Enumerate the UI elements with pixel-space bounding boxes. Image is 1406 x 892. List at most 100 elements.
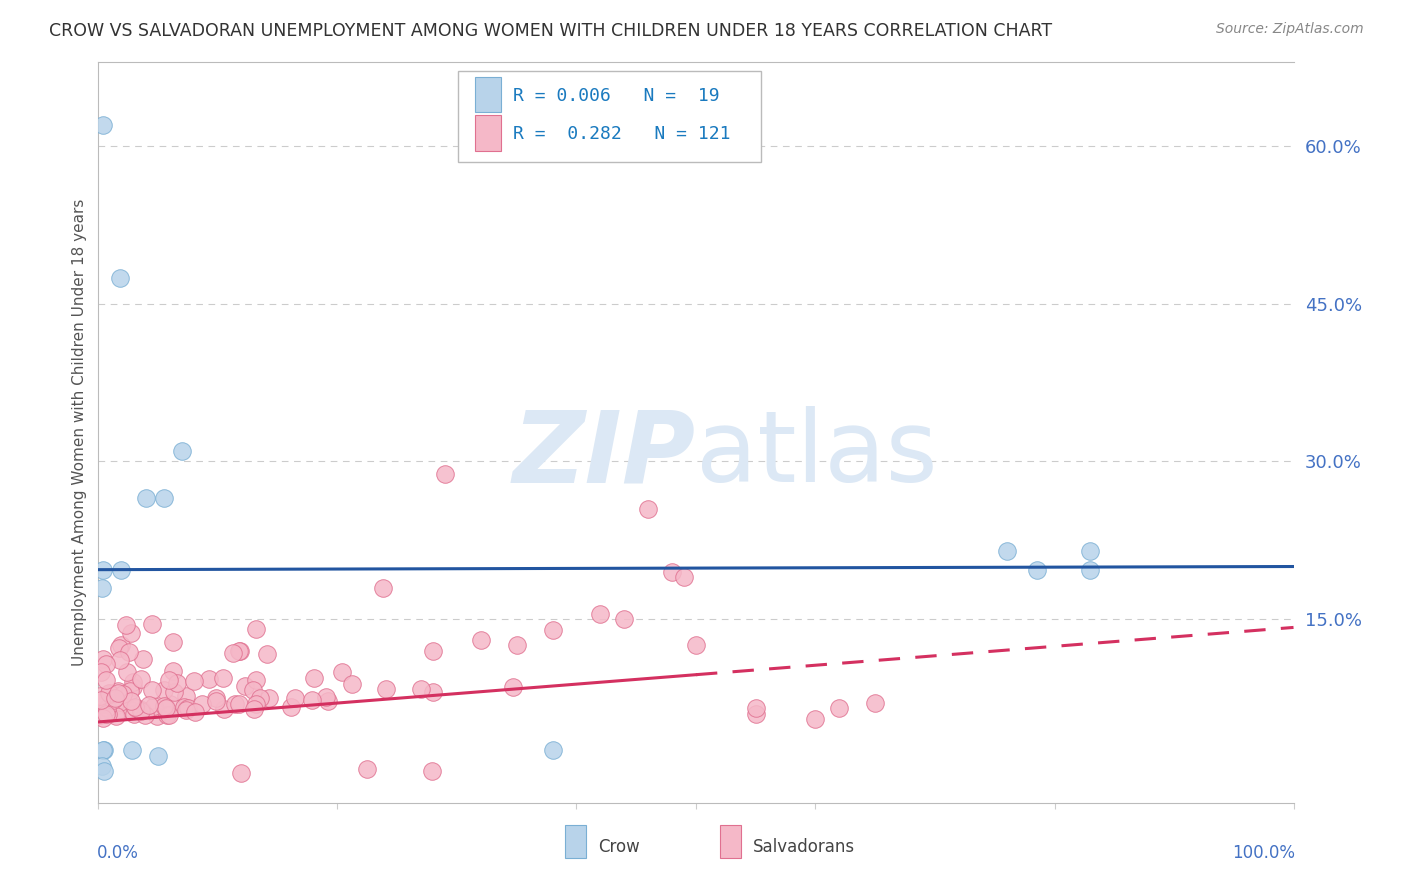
Point xyxy=(159,698,181,712)
Point xyxy=(121,743,143,757)
Point xyxy=(134,708,156,723)
Point xyxy=(589,607,612,621)
Point xyxy=(141,683,163,698)
Point xyxy=(174,690,197,704)
Point xyxy=(90,665,112,679)
Point xyxy=(224,698,246,712)
Point xyxy=(132,652,155,666)
Point xyxy=(316,694,339,708)
Y-axis label: Unemployment Among Women with Children Under 18 years: Unemployment Among Women with Children U… xyxy=(72,199,87,666)
Point xyxy=(242,682,264,697)
Point xyxy=(118,684,141,698)
Text: ZIP: ZIP xyxy=(513,407,696,503)
Point xyxy=(245,622,267,636)
Point xyxy=(94,697,117,711)
Point xyxy=(280,699,302,714)
Point xyxy=(94,657,117,671)
Point xyxy=(98,687,121,701)
Point xyxy=(235,679,257,693)
Point xyxy=(94,707,117,722)
Point xyxy=(257,690,280,705)
Text: Source: ZipAtlas.com: Source: ZipAtlas.com xyxy=(1216,22,1364,37)
Point xyxy=(155,701,177,715)
Point xyxy=(745,706,768,721)
Point xyxy=(284,690,307,705)
Point xyxy=(470,633,492,648)
Point xyxy=(108,640,131,655)
Point xyxy=(1080,563,1102,577)
Text: R =  0.282   N = 121: R = 0.282 N = 121 xyxy=(513,125,731,144)
Point xyxy=(865,696,887,710)
Point xyxy=(94,673,117,687)
Point xyxy=(173,699,195,714)
FancyBboxPatch shape xyxy=(458,70,761,161)
Point xyxy=(371,581,394,595)
Point xyxy=(375,682,398,697)
Point xyxy=(138,698,160,712)
Point xyxy=(214,702,236,716)
Point xyxy=(330,665,353,679)
Text: 0.0%: 0.0% xyxy=(97,844,139,862)
Point xyxy=(637,501,659,516)
Point xyxy=(120,694,142,708)
FancyBboxPatch shape xyxy=(565,825,586,858)
Point xyxy=(122,681,145,695)
Point xyxy=(93,743,115,757)
Point xyxy=(120,703,142,717)
Point xyxy=(129,672,152,686)
Point xyxy=(163,685,186,699)
Point xyxy=(222,646,245,660)
Point xyxy=(108,695,131,709)
Point xyxy=(245,673,267,688)
Point xyxy=(107,694,129,708)
Point xyxy=(104,699,127,714)
Point xyxy=(115,665,138,680)
Point xyxy=(107,703,129,717)
Point xyxy=(107,683,129,698)
Point xyxy=(191,697,214,711)
Point xyxy=(125,701,148,715)
Point xyxy=(184,705,207,719)
Point xyxy=(183,673,205,688)
Point xyxy=(541,623,564,637)
Point xyxy=(91,581,114,595)
Point xyxy=(245,697,267,711)
Point xyxy=(162,665,184,679)
Point xyxy=(108,270,131,285)
Point xyxy=(995,543,1018,558)
Point xyxy=(142,698,165,713)
Point xyxy=(302,671,325,685)
Point xyxy=(613,612,636,626)
Point xyxy=(118,645,141,659)
Point xyxy=(315,690,337,704)
Point xyxy=(110,638,132,652)
Point xyxy=(162,635,184,649)
Text: R = 0.006   N =  19: R = 0.006 N = 19 xyxy=(513,87,720,104)
Point xyxy=(135,491,157,506)
Point xyxy=(422,643,444,657)
Point xyxy=(100,688,122,702)
Point xyxy=(356,762,378,776)
Point xyxy=(229,766,252,780)
Point xyxy=(157,673,180,688)
Point xyxy=(301,693,323,707)
Point xyxy=(205,691,228,706)
Point xyxy=(502,680,524,694)
Point xyxy=(97,706,120,721)
Point xyxy=(122,674,145,689)
Text: atlas: atlas xyxy=(696,407,938,503)
Point xyxy=(177,700,200,714)
Point xyxy=(112,687,135,701)
Point xyxy=(98,686,121,700)
Point xyxy=(342,677,364,691)
Point xyxy=(91,119,114,133)
Point xyxy=(228,644,250,658)
Point xyxy=(174,703,197,717)
Point xyxy=(91,759,114,773)
Point xyxy=(110,563,132,577)
Point xyxy=(804,712,827,726)
Point xyxy=(197,672,219,686)
Point xyxy=(153,491,176,506)
FancyBboxPatch shape xyxy=(475,77,501,112)
Point xyxy=(174,701,197,715)
